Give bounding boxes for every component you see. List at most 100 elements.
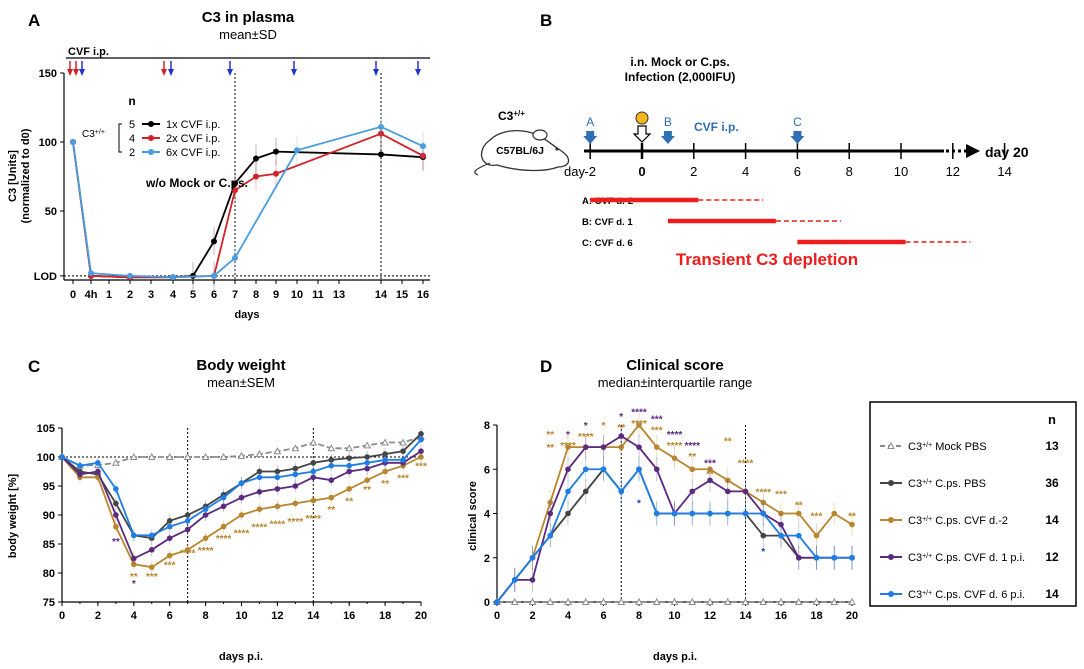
panel-d-significance-mark: **** <box>684 441 700 452</box>
panel-d-series-4-point <box>689 488 696 495</box>
panel-c-series-4-point <box>346 468 353 475</box>
panel-c-x-tick-label: 6 <box>167 610 173 622</box>
panel-a-x-tick-label: 2 <box>127 289 133 301</box>
shared-legend: n C3+/+ Mock PBS 13 C3+/+ C.ps. PBS 36 C3+/+… <box>869 401 1077 607</box>
legend-item-marker <box>888 480 894 486</box>
panel-c-x-label: days p.i. <box>219 651 263 663</box>
panel-c-x-tick-label: 12 <box>271 610 283 622</box>
cvf-arrow-blue-2-head <box>168 69 174 76</box>
panel-d: D Clinical score median±interquartile ra… <box>467 357 858 663</box>
panel-d-series-1-point <box>830 597 839 605</box>
panel-a-x-label: days <box>234 309 259 321</box>
panel-c-series-3-point <box>113 523 119 530</box>
panel-d-series-5-point <box>600 466 607 473</box>
panel-d-series-1-point <box>812 597 821 605</box>
panel-c-series-3-point <box>256 506 263 512</box>
panel-d-series-4-point <box>653 466 660 473</box>
panel-c-significance-mark: ** <box>345 497 353 508</box>
panel-c-series-1-point <box>112 458 120 466</box>
panel-c-series-4-point <box>418 448 424 455</box>
panel-c-significance-mark: *** <box>397 473 409 484</box>
panel-c-series-5-point <box>346 462 353 469</box>
panel-d-series-3-point <box>689 466 696 473</box>
panel-b-header-2: Infection (2,000IFU) <box>625 70 736 84</box>
panel-c-y-tick-label: 100 <box>37 452 55 464</box>
panel-c-series-5-point <box>77 462 83 469</box>
legend-item-marker <box>888 517 894 523</box>
timeline-tick-label: 10 <box>894 164 908 179</box>
panel-c-series-2-point <box>184 512 191 518</box>
cvf-arrow-blue-4-head <box>291 69 297 76</box>
panel-a-note: w/o Mock or C.ps. <box>145 176 248 190</box>
panel-c-series-5-point <box>328 462 335 469</box>
panel-a-treatment-label: CVF i.p. <box>68 46 109 58</box>
panel-c-y-tick-label: 80 <box>43 568 55 580</box>
panel-c-series-3-point <box>220 523 227 530</box>
panel-a-legend-label: 6x CVF i.p. <box>166 147 220 159</box>
cvf-arrow-blue-5-head <box>373 69 379 76</box>
panel-d-series-1-point <box>759 597 768 605</box>
panel-c-series-1-point <box>237 451 246 459</box>
panel-c-significance-mark: **** <box>234 528 250 539</box>
panel-d-series-5-point <box>529 554 536 561</box>
panel-d-series-5-point <box>707 510 713 517</box>
legend-item-label: C3+/+ C.ps. CVF d. 1 p.i. <box>908 552 1025 564</box>
panel-d-y-tick-label: 4 <box>484 509 491 521</box>
panel-d-series-5-point <box>511 577 518 583</box>
panel-c-series-5-point <box>310 468 317 475</box>
panel-c-significance-mark: ** <box>112 537 120 548</box>
panel-c-significance-mark: *** <box>146 572 158 583</box>
panel-c-title: Body weight <box>196 357 285 374</box>
panel-d-significance-mark: ** <box>546 430 554 441</box>
panel-c-series-4-point <box>328 477 335 484</box>
panel-d-x-tick-label: 0 <box>494 610 500 622</box>
panel-c-series-2-point <box>382 451 388 457</box>
panel-d-series-3-point <box>547 499 554 506</box>
mouse-ear <box>532 129 548 141</box>
panel-a-series-3-point <box>211 272 217 279</box>
panel-d-series-3-point <box>778 510 784 517</box>
panel-a-series-3-point <box>294 147 300 154</box>
panel-c-series-1-point <box>399 438 407 446</box>
panel-c-series-2-point <box>166 518 173 524</box>
panel-d-significance-mark: *** <box>811 512 823 523</box>
panel-c-series-5-point <box>202 506 209 512</box>
panel-a-y-label: C3 [Units] <box>7 150 19 202</box>
panel-d-series-1-point <box>777 597 785 605</box>
panel-c-series-5-point <box>418 436 424 443</box>
panel-c-x-tick-label: 0 <box>59 610 65 622</box>
panel-c-series-5-point <box>292 471 299 478</box>
panel-a-legend-n: 2 <box>129 147 135 159</box>
legend-item-label: C3+/+ C.ps. CVF d. 6 p.i. <box>908 589 1025 601</box>
panel-d-series-2-point <box>582 488 589 495</box>
panel-c-series-4-point <box>166 535 173 541</box>
panel-a-legend-marker <box>148 135 154 141</box>
panel-c-series-3-point <box>238 512 245 518</box>
panel-d-series-2-point <box>760 532 767 539</box>
panel-c-series-3-point <box>382 468 388 475</box>
mouse-eye <box>555 147 559 151</box>
panel-a-series-3-line <box>72 125 424 279</box>
panel-d-significance-mark: **** <box>560 441 576 452</box>
panel-d-series-3-point <box>849 521 855 528</box>
panel-c-significance-mark: **** <box>270 520 286 531</box>
panel-a-x-tick-label: 13 <box>333 289 345 301</box>
panel-d-series-1-point <box>670 597 679 605</box>
panel-c-significance-mark: *** <box>415 462 427 473</box>
panel-d-series-5-point <box>582 466 589 473</box>
panel-a-x-tick-label: 16 <box>417 289 429 301</box>
panel-d-series-1-point <box>848 597 856 605</box>
panel-c-series-5-point <box>166 523 173 530</box>
panel-c-series-4-point <box>77 471 83 478</box>
panel-b: B i.n. Mock or C.ps. Infection (2,000IFU… <box>474 11 1029 269</box>
panel-d-series-4-point <box>529 577 536 583</box>
panel-c-series-3-point <box>310 497 317 504</box>
panel-c-series-5-point <box>95 460 101 466</box>
timeline-day-word: day <box>564 164 585 179</box>
legend-item-marker <box>888 591 894 597</box>
panel-d-x-label: days p.i. <box>653 651 697 663</box>
panel-c-series-3-point <box>202 535 209 541</box>
panel-d-significance-mark: *** <box>651 425 663 436</box>
panel-d-significance-mark: * <box>584 421 588 432</box>
